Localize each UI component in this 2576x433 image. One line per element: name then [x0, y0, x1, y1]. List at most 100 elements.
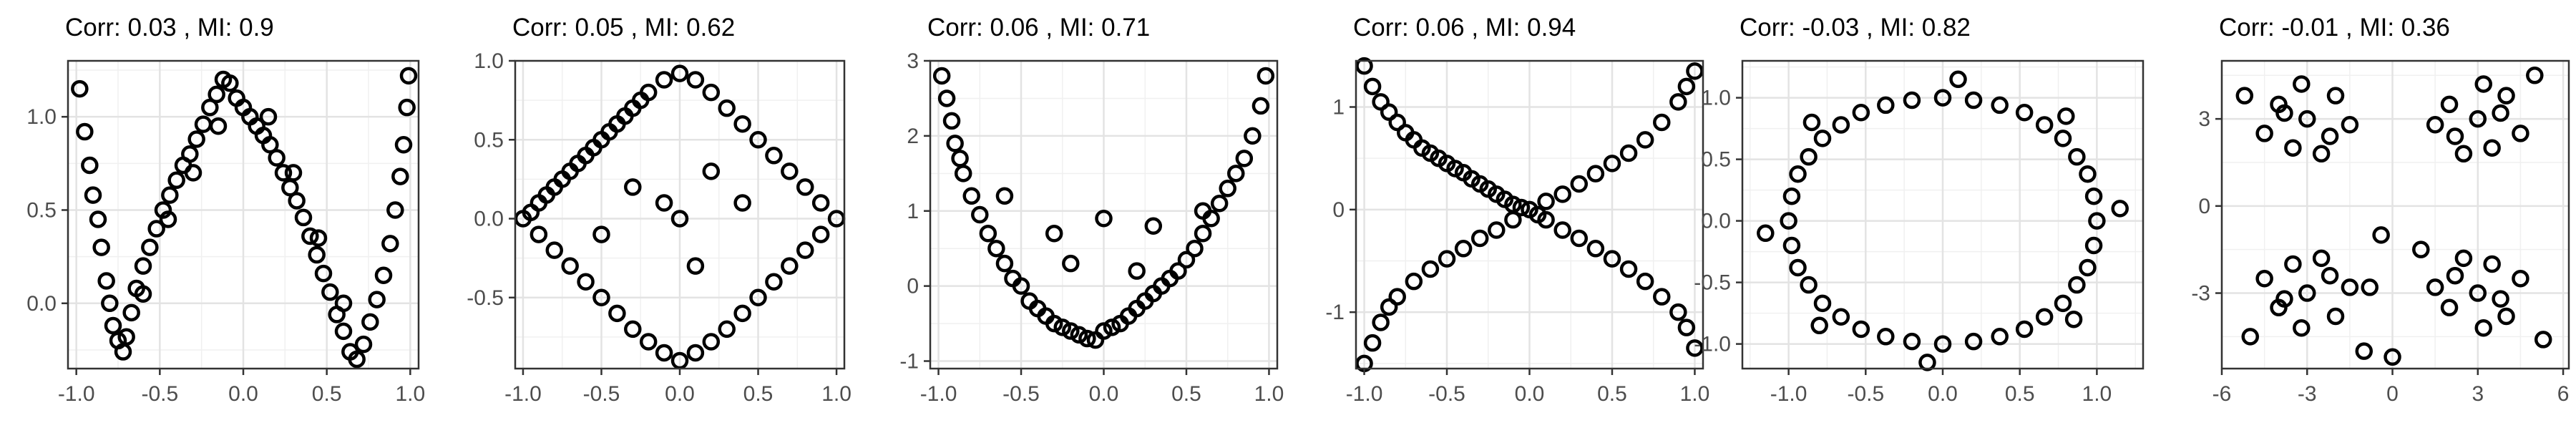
x-tick-label: 1.0	[821, 382, 852, 406]
x-tick-label: 0.5	[1597, 382, 1627, 406]
data-point	[2454, 249, 2473, 268]
data-point	[1586, 165, 1605, 183]
data-point	[1470, 229, 1489, 248]
data-point	[1570, 175, 1589, 193]
data-point	[1991, 328, 2009, 346]
data-point	[284, 164, 303, 182]
data-point	[718, 99, 736, 117]
plot-area	[2222, 61, 2569, 369]
data-point	[1903, 332, 1921, 351]
data-point	[2512, 269, 2529, 288]
x-tick-label: -0.5	[583, 382, 620, 406]
data-point	[1380, 103, 1398, 121]
data-point	[181, 145, 199, 163]
data-point	[781, 257, 799, 275]
data-point	[2474, 318, 2492, 337]
data-point	[1252, 97, 1270, 115]
data-point	[1177, 250, 1196, 269]
y-tick-label: 1	[1332, 96, 1345, 120]
data-point	[71, 79, 89, 98]
data-point	[1653, 113, 1671, 132]
x-tick-label: -0.5	[1002, 382, 1040, 406]
data-point	[702, 83, 721, 102]
x-tick-label: -1.0	[504, 382, 542, 406]
y-tick-label: 1.0	[1701, 87, 1731, 110]
data-point	[321, 283, 339, 301]
data-point	[386, 201, 404, 219]
data-point	[1194, 202, 1212, 220]
data-point	[1078, 329, 1096, 348]
data-point	[2474, 75, 2492, 93]
data-point	[1363, 77, 1382, 96]
data-point	[1194, 224, 1212, 243]
data-point	[1852, 103, 1870, 122]
x-tick-label: 0.0	[1089, 382, 1119, 406]
panel-title: Corr: 0.05 , MI: 0.62	[512, 14, 735, 42]
data-point	[765, 147, 783, 165]
data-point	[1012, 277, 1030, 295]
data-point	[368, 291, 386, 308]
scatter-panel-1: -1.0 -0.5 0.0 0.5 1.0 0.0 0.5 1.0 Corr: 0.03 , M…	[26, 14, 425, 406]
scatter-panel-3: -1.0 -0.5 0.0 0.5 1.0 -1 0 1 2 3 Corr: 0.06 , MI: …	[899, 14, 1284, 406]
data-point	[1903, 91, 1921, 110]
data-point	[2497, 87, 2515, 104]
data-point	[1372, 313, 1390, 331]
data-point	[1918, 354, 1936, 371]
data-point	[1045, 314, 1063, 333]
data-point	[2534, 331, 2552, 349]
data-point	[221, 74, 239, 92]
data-point	[154, 201, 172, 219]
data-point	[2057, 107, 2075, 125]
data-point	[2492, 104, 2509, 122]
data-point	[122, 303, 140, 322]
data-point	[2446, 127, 2464, 145]
data-point	[811, 225, 830, 243]
data-point	[1537, 193, 1555, 210]
data-point	[81, 156, 99, 175]
y-tick-label: 1.0	[26, 105, 57, 129]
data-point	[2372, 226, 2390, 244]
data-point	[1210, 195, 1229, 213]
data-point	[1653, 288, 1671, 306]
data-point	[141, 238, 159, 256]
data-point	[1686, 339, 1704, 357]
data-point	[1677, 77, 1696, 96]
y-tick-label: 0.0	[26, 292, 57, 316]
data-point	[394, 136, 413, 154]
x-tick-label: 0.0	[665, 382, 695, 406]
data-point	[2298, 110, 2316, 128]
data-point	[2469, 110, 2487, 128]
data-point	[314, 264, 333, 283]
data-point	[1852, 320, 1870, 339]
data-point	[1813, 294, 1832, 313]
y-tick-label: 1	[907, 200, 919, 223]
data-point	[1053, 318, 1072, 336]
data-point	[1877, 328, 1895, 346]
x-tick-label: 0.0	[1515, 382, 1545, 406]
data-point	[2284, 255, 2302, 273]
data-point	[1832, 308, 1850, 326]
data-point	[2446, 266, 2464, 285]
y-tick-label: 0.5	[1701, 148, 1731, 172]
data-point	[2255, 269, 2273, 288]
data-point	[2015, 103, 2034, 122]
data-point	[1227, 165, 1245, 183]
data-point	[2384, 348, 2401, 366]
x-tick-label: 0.5	[743, 382, 774, 406]
data-point	[2088, 212, 2106, 230]
data-point	[117, 328, 135, 346]
data-point	[2426, 278, 2444, 296]
y-tick-label: -1.0	[1694, 333, 1731, 356]
data-point	[962, 187, 980, 205]
data-point	[781, 162, 799, 180]
data-point	[187, 130, 205, 148]
data-point	[811, 194, 830, 212]
y-tick-label: -3	[2191, 282, 2210, 306]
data-point	[1991, 96, 2009, 115]
data-point	[1619, 144, 1638, 162]
data-point	[97, 272, 115, 290]
data-point	[1405, 272, 1423, 291]
data-point	[1949, 70, 1967, 89]
data-point	[2312, 249, 2331, 268]
